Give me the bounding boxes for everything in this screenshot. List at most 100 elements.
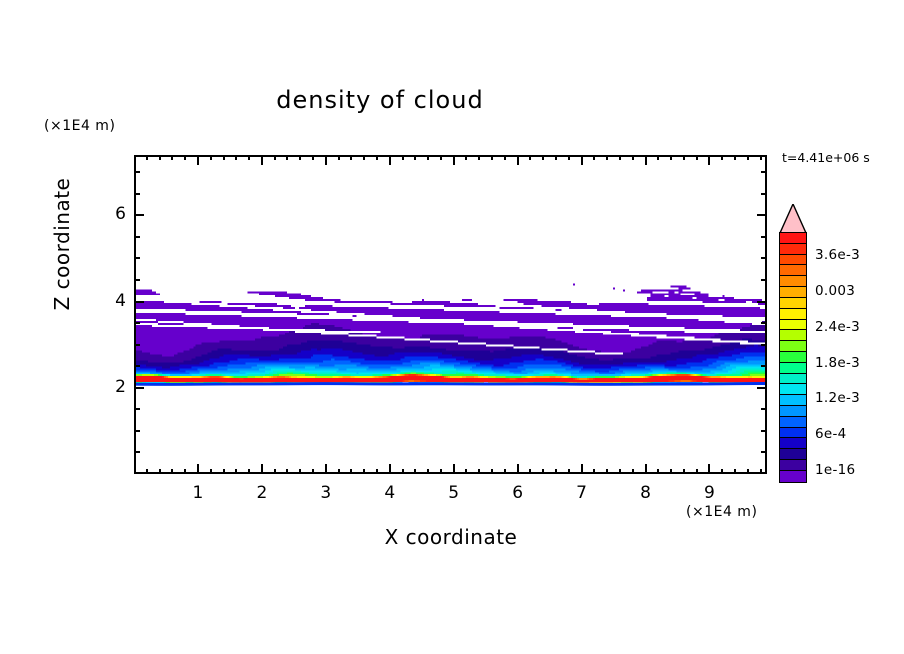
- colorbar-segment: [780, 406, 806, 417]
- colorbar-segment: [780, 297, 806, 309]
- x-tick-minor: [312, 469, 315, 474]
- z-tick-minor: [761, 451, 767, 454]
- y-axis-title: Z coordinate: [50, 177, 74, 311]
- x-tick-minor: [734, 469, 737, 474]
- x-tick-major: [260, 155, 263, 165]
- colorbar-tick-label: 1e-16: [815, 462, 856, 478]
- z-tick-minor: [134, 257, 140, 260]
- colorbar-tick-label: 1.8e-3: [815, 354, 861, 371]
- colorbar-arrow-cap-icon: [779, 204, 807, 234]
- x-tick-label: 3: [320, 483, 332, 503]
- x-tick-minor: [555, 155, 557, 160]
- x-tick-minor: [350, 469, 353, 474]
- x-tick-minor: [248, 155, 251, 160]
- x-tick-label: 4: [384, 483, 396, 503]
- x-tick-minor: [759, 155, 762, 160]
- x-tick-minor: [529, 469, 532, 474]
- colorbar-segment: [780, 449, 806, 461]
- timestamp-annotation: t=4.41e+06 s: [782, 150, 870, 165]
- x-tick-major: [324, 464, 327, 474]
- x-tick-minor: [606, 155, 609, 160]
- x-tick-label: 5: [448, 483, 460, 503]
- x-tick-minor: [478, 155, 481, 160]
- x-tick-minor: [631, 155, 634, 160]
- x-tick-minor: [542, 155, 545, 160]
- x-tick-minor: [746, 155, 749, 160]
- x-tick-minor: [657, 155, 660, 160]
- x-tick-minor: [248, 469, 251, 474]
- x-tick-minor: [375, 155, 378, 160]
- x-tick-minor: [299, 155, 302, 160]
- x-tick-minor: [670, 155, 673, 160]
- z-tick-label: 2: [115, 376, 126, 397]
- x-tick-minor: [503, 155, 506, 160]
- z-tick-minor: [134, 343, 140, 346]
- colorbar-segment: [780, 395, 806, 406]
- x-tick-minor: [555, 469, 557, 474]
- colorbar-segment: [780, 438, 806, 450]
- x-tick-minor: [401, 155, 404, 160]
- x-tick-minor: [158, 155, 161, 160]
- x-tick-minor: [618, 155, 621, 160]
- plot-area: [134, 155, 767, 474]
- x-tick-minor: [273, 469, 276, 474]
- x-tick-minor: [439, 469, 442, 474]
- x-tick-minor: [682, 469, 685, 474]
- x-tick-minor: [184, 155, 187, 160]
- colorbar-segment: [780, 362, 806, 374]
- x-tick-minor: [158, 469, 161, 474]
- x-tick-minor: [529, 155, 532, 160]
- z-tick-minor: [761, 171, 767, 174]
- x-tick-minor: [286, 155, 289, 160]
- x-tick-major: [452, 464, 455, 474]
- x-tick-minor: [631, 469, 634, 474]
- x-tick-minor: [721, 469, 724, 474]
- colorbar-tick-label: 2.4e-3: [815, 318, 861, 335]
- x-tick-minor: [593, 469, 596, 474]
- colorbar-segment: [780, 384, 806, 396]
- colorbar-segment: [780, 243, 806, 255]
- z-tick-minor: [761, 429, 767, 432]
- z-tick-major: [134, 386, 144, 389]
- z-tick-minor: [134, 408, 140, 411]
- x-tick-minor: [427, 469, 430, 474]
- x-tick-minor: [618, 469, 621, 474]
- density-heatmap-canvas: [136, 157, 765, 472]
- colorbar-segment: [780, 351, 806, 363]
- y-axis-unit-label: (×1E4 m): [44, 118, 116, 134]
- z-tick-minor: [134, 279, 140, 281]
- x-tick-minor: [145, 155, 148, 160]
- colorbar-segment: [780, 416, 806, 428]
- z-tick-minor: [761, 279, 767, 281]
- x-tick-minor: [363, 469, 366, 474]
- colorbar-segment: [780, 233, 806, 244]
- x-tick-minor: [235, 155, 238, 160]
- x-tick-label: 6: [512, 483, 524, 503]
- x-tick-minor: [746, 469, 749, 474]
- z-tick-minor: [134, 192, 140, 195]
- colorbar-tick-label: 1.2e-3: [815, 390, 861, 407]
- colorbar-segment: [780, 265, 806, 277]
- x-tick-minor: [235, 469, 238, 474]
- x-tick-minor: [209, 155, 212, 160]
- colorbar-segment: [780, 460, 806, 471]
- x-tick-minor: [759, 469, 762, 474]
- x-tick-minor: [375, 469, 378, 474]
- x-tick-minor: [171, 155, 174, 160]
- z-tick-minor: [761, 192, 767, 195]
- x-tick-minor: [299, 469, 302, 474]
- z-tick-minor: [134, 235, 140, 238]
- x-tick-minor: [721, 155, 724, 160]
- colorbar-segment: [780, 308, 806, 320]
- colorbar-segment: [780, 319, 806, 331]
- x-tick-major: [516, 464, 519, 474]
- z-tick-minor: [134, 171, 140, 174]
- z-tick-minor: [761, 408, 767, 411]
- x-tick-major: [452, 155, 455, 165]
- x-tick-minor: [171, 469, 174, 474]
- colorbar-segment: [780, 330, 806, 342]
- x-tick-minor: [682, 155, 685, 160]
- z-tick-minor: [761, 235, 767, 238]
- x-tick-minor: [465, 469, 468, 474]
- z-tick-minor: [761, 365, 767, 368]
